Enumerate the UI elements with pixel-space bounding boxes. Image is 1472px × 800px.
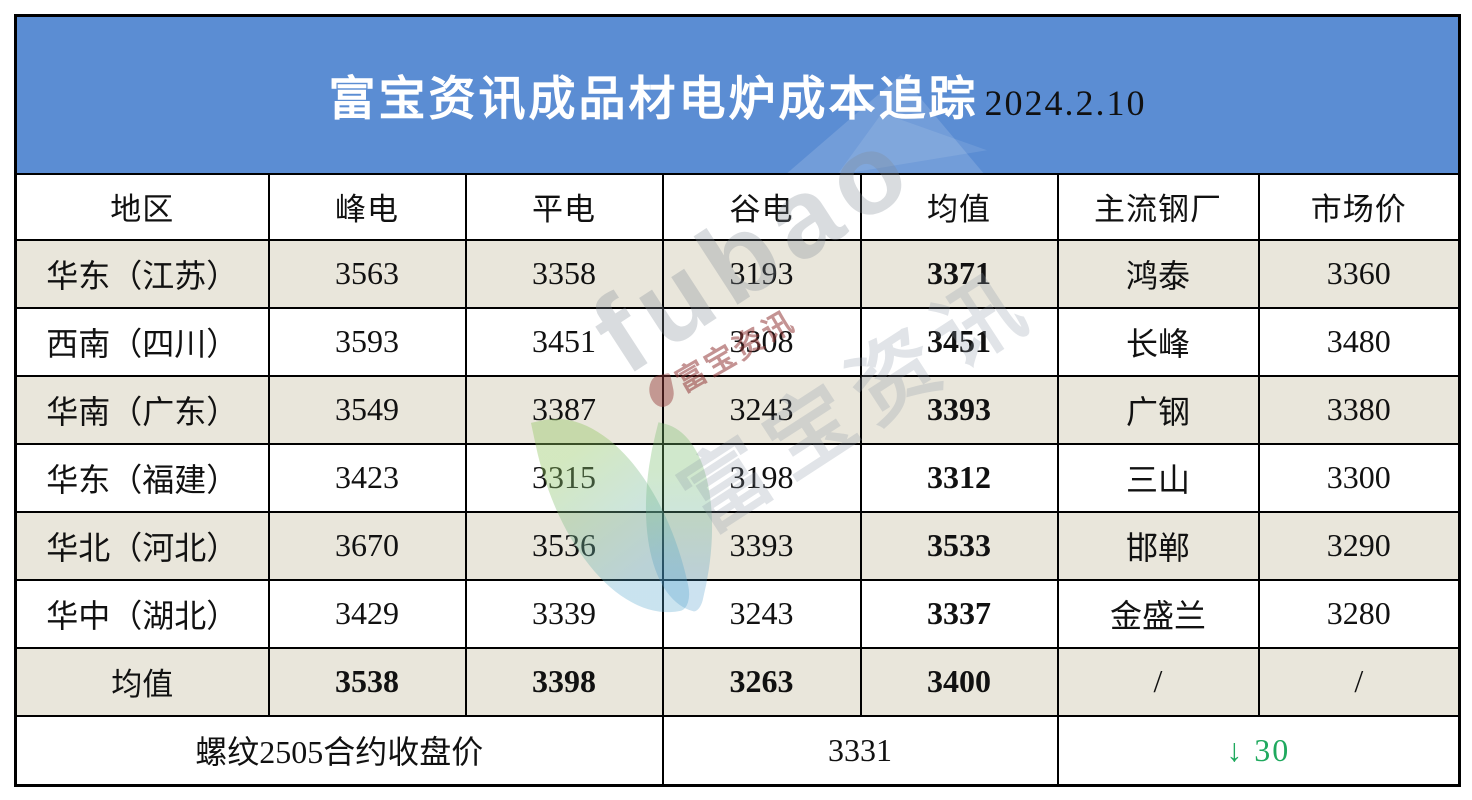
footer-row: 螺纹2505合约收盘价 3331 ↓ 30 xyxy=(14,714,1461,787)
table-cell: 3337 xyxy=(859,578,1059,649)
column-header-market: 市场价 xyxy=(1257,172,1461,241)
table-cell: 3451 xyxy=(464,306,664,377)
table-cell: 西南（四川） xyxy=(14,306,270,377)
table-cell: 华东（江苏） xyxy=(14,238,270,309)
table-cell: 3300 xyxy=(1257,442,1461,513)
table-cell: 3563 xyxy=(267,238,467,309)
table-cell: 3193 xyxy=(661,238,862,309)
table-cell: 鸿泰 xyxy=(1056,238,1260,309)
report-date: 2024.2.10 xyxy=(984,83,1147,124)
table-cell: / xyxy=(1257,646,1461,717)
page-title: 富宝资讯成品材电炉成本追踪 xyxy=(328,74,979,127)
table-cell: 长峰 xyxy=(1056,306,1260,377)
table-cell: / xyxy=(1056,646,1260,717)
table-cell: 3429 xyxy=(267,578,467,649)
table-cell: 三山 xyxy=(1056,442,1260,513)
table-cell: 3533 xyxy=(859,510,1059,581)
table-cell: 广钢 xyxy=(1056,374,1260,445)
table-cell: 3315 xyxy=(464,442,664,513)
table-cell: 3538 xyxy=(267,646,467,717)
table-cell: 3243 xyxy=(661,578,862,649)
column-header-region: 地区 xyxy=(14,172,270,241)
table-cell: 3549 xyxy=(267,374,467,445)
table-cell: 3290 xyxy=(1257,510,1461,581)
table-cell: 3371 xyxy=(859,238,1059,309)
table-cell: 金盛兰 xyxy=(1056,578,1260,649)
table-cell: 3243 xyxy=(661,374,862,445)
table-cell: 3308 xyxy=(661,306,862,377)
table-cell: 3393 xyxy=(661,510,862,581)
title-row: 富宝资讯成品材电炉成本追踪 2024.2.10 xyxy=(14,14,1461,175)
table-row: 西南（四川） 3593 3451 3308 3451 长峰 3480 xyxy=(14,306,1461,377)
column-header-row: 地区 峰电 平电 谷电 均值 主流钢厂 市场价 xyxy=(14,172,1461,241)
table-cell: 3423 xyxy=(267,442,467,513)
table-cell: 3339 xyxy=(464,578,664,649)
table-cell: 3358 xyxy=(464,238,664,309)
table-cell: 3312 xyxy=(859,442,1059,513)
table-cell: 3398 xyxy=(464,646,664,717)
table-cell: 3400 xyxy=(859,646,1059,717)
table-cell: 邯郸 xyxy=(1056,510,1260,581)
table-cell: 3387 xyxy=(464,374,664,445)
column-header-flat: 平电 xyxy=(464,172,664,241)
table-cell: 华北（河北） xyxy=(14,510,270,581)
title-banner: 富宝资讯成品材电炉成本追踪 2024.2.10 xyxy=(14,14,1461,175)
column-header-valley: 谷电 xyxy=(661,172,862,241)
table-cell: 3536 xyxy=(464,510,664,581)
table-cell: 3670 xyxy=(267,510,467,581)
price-change-indicator: ↓ 30 xyxy=(1056,714,1461,787)
table-cell: 3393 xyxy=(859,374,1059,445)
column-header-mill: 主流钢厂 xyxy=(1056,172,1260,241)
table-cell: 3480 xyxy=(1257,306,1461,377)
cost-tracking-table: 富宝资讯成品材电炉成本追踪 2024.2.10 地区 峰电 平电 谷电 均值 主… xyxy=(14,14,1462,787)
table-cell: 3263 xyxy=(661,646,862,717)
table-cell: 华东（福建） xyxy=(14,442,270,513)
rebar-close-price: 3331 xyxy=(661,714,1059,787)
table-cell: 3280 xyxy=(1257,578,1461,649)
table-cell: 3593 xyxy=(267,306,467,377)
rebar-contract-label: 螺纹2505合约收盘价 xyxy=(14,714,664,787)
table-cell: 华中（湖北） xyxy=(14,578,270,649)
average-row: 均值 3538 3398 3263 3400 / / xyxy=(14,646,1461,717)
column-header-peak: 峰电 xyxy=(267,172,467,241)
table-cell: 华南（广东） xyxy=(14,374,270,445)
table-cell: 均值 xyxy=(14,646,270,717)
table-cell: 3380 xyxy=(1257,374,1461,445)
table-cell: 3451 xyxy=(859,306,1059,377)
table-row: 华东（江苏） 3563 3358 3193 3371 鸿泰 3360 xyxy=(14,238,1461,309)
table-row: 华中（湖北） 3429 3339 3243 3337 金盛兰 3280 xyxy=(14,578,1461,649)
table-row: 华北（河北） 3670 3536 3393 3533 邯郸 3290 xyxy=(14,510,1461,581)
column-header-average: 均值 xyxy=(859,172,1059,241)
table-row: 华南（广东） 3549 3387 3243 3393 广钢 3380 xyxy=(14,374,1461,445)
cost-tracking-sheet: 富宝资讯成品材电炉成本追踪 2024.2.10 地区 峰电 平电 谷电 均值 主… xyxy=(14,14,1462,787)
table-cell: 3198 xyxy=(661,442,862,513)
table-cell: 3360 xyxy=(1257,238,1461,309)
table-row: 华东（福建） 3423 3315 3198 3312 三山 3300 xyxy=(14,442,1461,513)
